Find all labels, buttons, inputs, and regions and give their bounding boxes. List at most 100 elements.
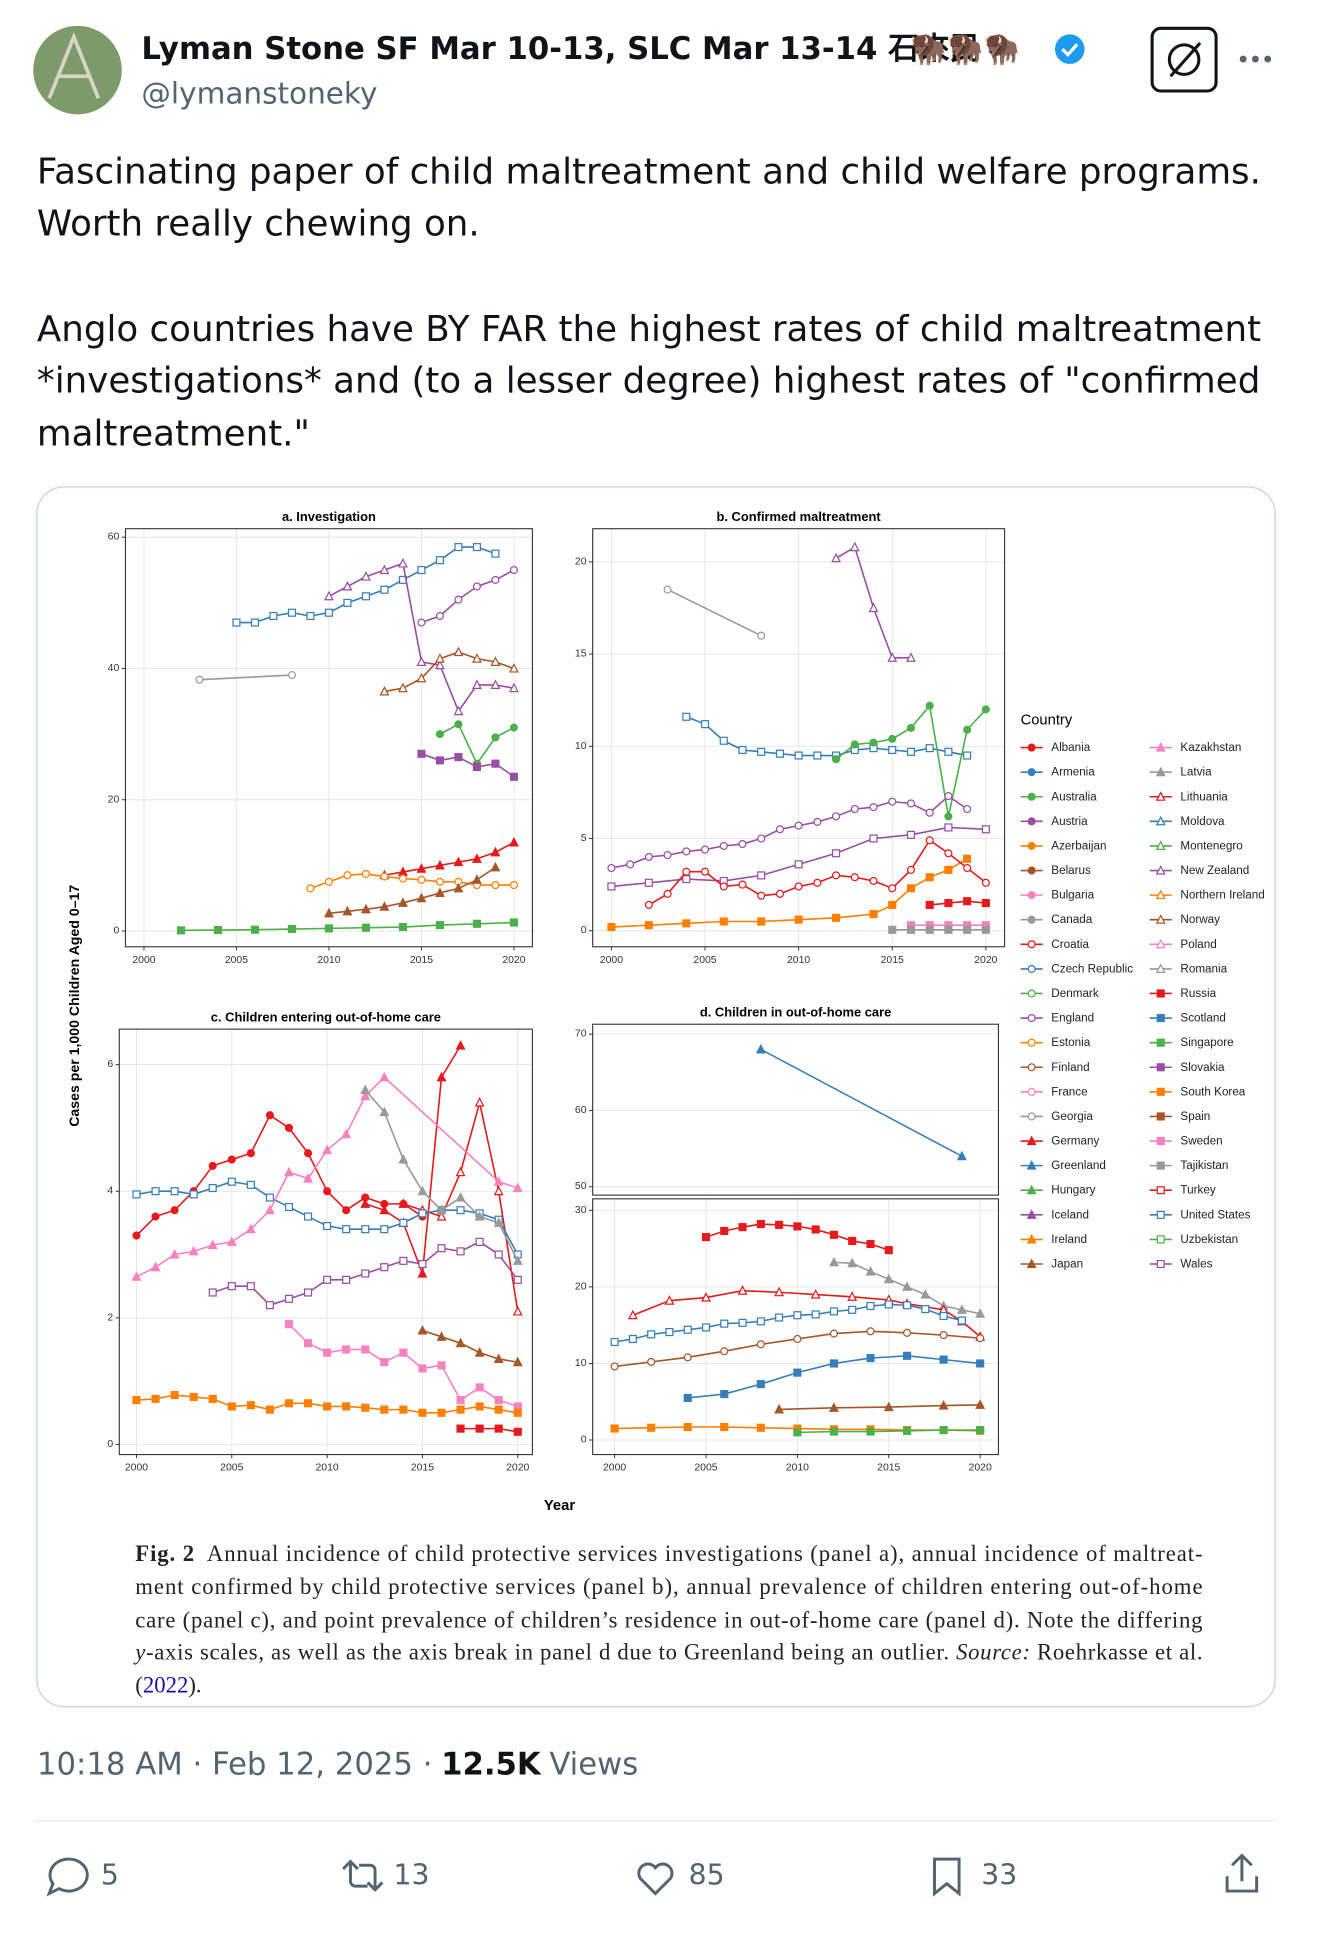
marker <box>435 730 444 739</box>
marker <box>397 557 408 568</box>
marker <box>323 1348 332 1357</box>
marker <box>361 1225 370 1234</box>
marker <box>1156 1259 1165 1269</box>
marker <box>343 871 352 880</box>
marker <box>246 1282 255 1291</box>
marker <box>829 1307 839 1316</box>
marker <box>494 1250 503 1259</box>
marker <box>1026 1160 1037 1170</box>
marker <box>682 919 691 928</box>
marker <box>418 1209 427 1218</box>
marker <box>324 877 334 886</box>
legend-label: Hungary <box>1051 1184 1095 1197</box>
share-icon[interactable] <box>1225 1853 1259 1893</box>
marker <box>847 1257 858 1268</box>
marker <box>1027 817 1036 826</box>
panel-border <box>124 528 533 948</box>
marker <box>963 751 972 760</box>
legend-label: Georgia <box>1051 1110 1093 1123</box>
author-handle[interactable]: @lymanstoneky <box>141 76 377 110</box>
marker <box>361 1193 370 1202</box>
legend-label: New Zealand <box>1180 864 1249 877</box>
marker <box>1156 1038 1165 1047</box>
marker <box>416 863 427 873</box>
marker <box>208 1183 217 1193</box>
marker <box>902 1281 912 1291</box>
legend-label: Iceland <box>1051 1208 1089 1221</box>
marker <box>398 874 407 883</box>
marker <box>1155 889 1166 900</box>
marker <box>810 1289 821 1299</box>
marker <box>944 849 953 858</box>
panel-title: d. Children in out-of-home care <box>700 1004 891 1019</box>
marker <box>475 1402 484 1411</box>
marker <box>1156 1112 1165 1121</box>
caption-text[interactable]: 2022 <box>143 1672 188 1697</box>
legend-label: Greenland <box>1051 1159 1106 1172</box>
legend-label: Russia <box>1180 987 1216 1000</box>
marker <box>794 860 803 869</box>
marker <box>829 1256 839 1267</box>
reply-icon[interactable] <box>46 1857 89 1897</box>
marker <box>509 565 518 575</box>
marker <box>720 1422 729 1432</box>
marker <box>436 1331 447 1341</box>
marker <box>1027 841 1036 850</box>
marker <box>380 1225 389 1234</box>
marker <box>757 891 766 900</box>
marker <box>189 1392 198 1402</box>
repost-icon[interactable] <box>342 1859 384 1892</box>
marker <box>610 1362 619 1371</box>
like-icon[interactable] <box>637 1862 674 1896</box>
marker <box>1155 914 1166 924</box>
legend-label: Singapore <box>1180 1036 1233 1049</box>
marker <box>474 1097 485 1107</box>
y-tick-label: 50 <box>575 1181 587 1192</box>
marker <box>360 1090 371 1101</box>
legend-label: Estonia <box>1051 1036 1090 1049</box>
bookmark-icon[interactable] <box>933 1857 961 1897</box>
marker <box>342 580 353 591</box>
marker <box>774 1286 785 1297</box>
marker <box>976 1334 985 1343</box>
marker <box>436 1204 447 1215</box>
x-tick-label: 2005 <box>220 1463 243 1474</box>
marker <box>323 1221 332 1231</box>
marker <box>957 1316 966 1325</box>
panel-title: b. Confirmed maltreatment <box>717 509 882 524</box>
marker <box>683 1393 692 1402</box>
caption-line: ment confirmed by child protective servi… <box>135 1574 1202 1599</box>
marker <box>1027 1112 1036 1121</box>
marker <box>738 1223 747 1232</box>
legend-label: Sweden <box>1180 1135 1222 1148</box>
marker <box>944 792 953 801</box>
legend-label: Armenia <box>1051 766 1095 779</box>
marker <box>151 1187 160 1196</box>
marker <box>324 907 334 918</box>
legend-label: France <box>1051 1085 1087 1098</box>
timestamp[interactable]: 10:18 AM · Feb 12, 2025 · <box>37 1746 433 1782</box>
marker <box>944 747 953 756</box>
marker <box>956 1150 967 1161</box>
marker <box>380 1263 389 1272</box>
series-line <box>180 921 514 932</box>
marker <box>437 1361 446 1370</box>
marker <box>868 602 879 613</box>
caption-text: Source: <box>956 1639 1030 1664</box>
marker <box>850 873 859 882</box>
author-name[interactable]: Lyman Stone SF Mar 10-13, SLC Mar 13-14 … <box>141 31 980 67</box>
marker <box>303 1288 313 1297</box>
series-line <box>422 1329 518 1363</box>
x-tick-label: 2000 <box>603 1463 626 1474</box>
marker <box>456 1247 465 1256</box>
marker <box>775 889 784 898</box>
more-button[interactable] <box>1239 55 1272 63</box>
marker <box>956 1304 967 1314</box>
marker <box>610 1337 619 1347</box>
avatar[interactable] <box>33 25 122 115</box>
grok-button[interactable] <box>1150 26 1218 93</box>
marker <box>775 825 784 834</box>
series-line <box>797 1429 981 1434</box>
marker <box>399 1348 408 1357</box>
marker <box>720 1390 729 1399</box>
